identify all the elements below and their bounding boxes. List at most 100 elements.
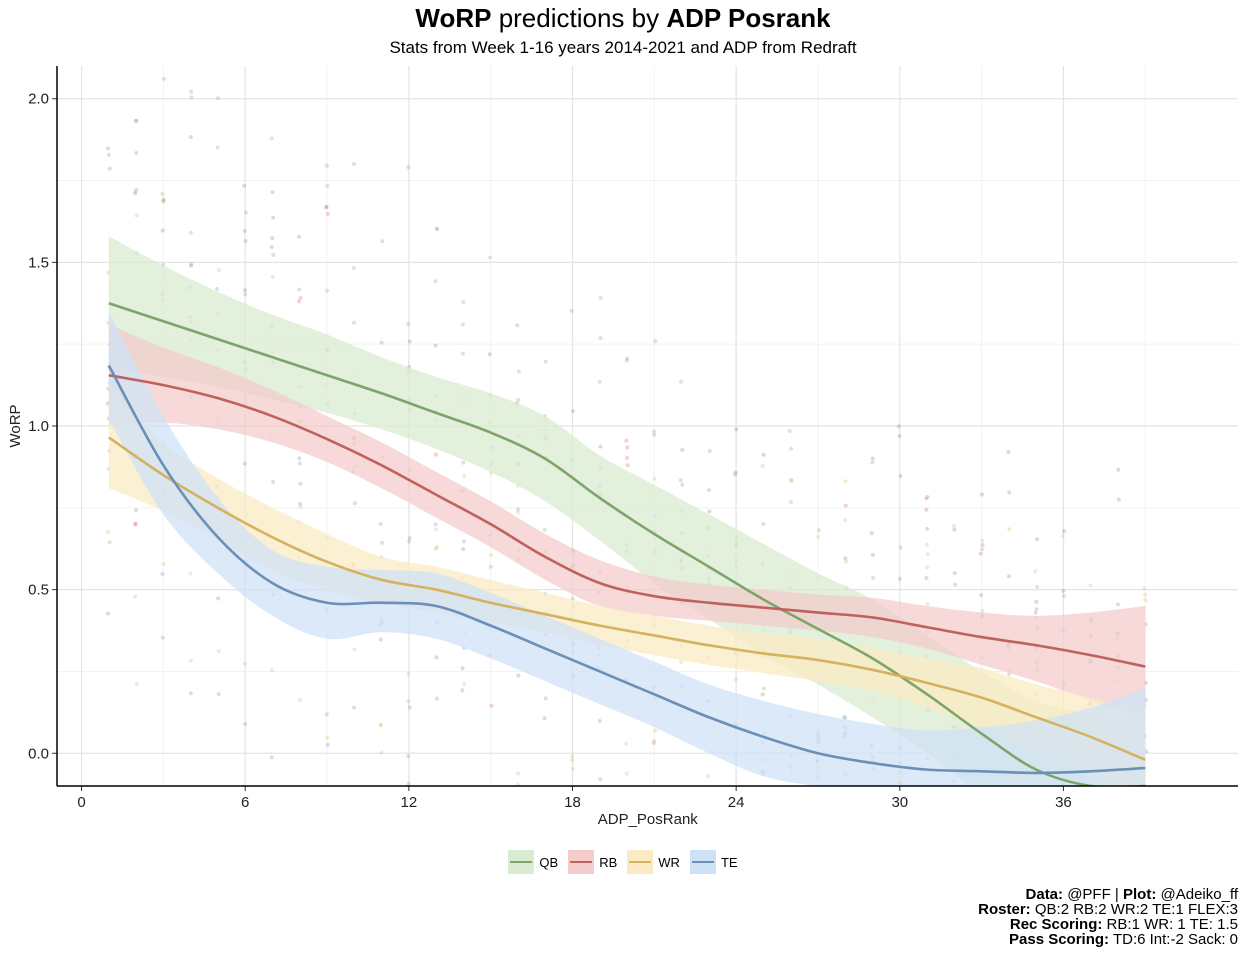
scatter-point-rb (297, 299, 302, 304)
scatter-point-rb (242, 183, 247, 188)
scatter-point-qb (598, 295, 603, 300)
scatter-point-qb (106, 152, 111, 157)
legend-label-te: TE (720, 854, 738, 870)
legend-key-line (691, 861, 714, 863)
scatter-point-te (707, 794, 711, 798)
scatter-point-qb (516, 369, 521, 374)
scatter-point-rb (707, 509, 712, 514)
scatter-point-rb (625, 445, 630, 450)
caption-line-pass: Pass Scoring: TD:6 Int:-2 Sack: 0 (978, 932, 1238, 947)
scatter-point-qb (271, 252, 276, 257)
scatter-point-wr (161, 562, 166, 567)
chart-svg: 0 6 12 18 24 30 36 0.0 0.5 1.0 1.5 2.0 ADP_PosRank Wo… (7, 66, 1238, 840)
scatter-point-te (160, 571, 165, 576)
scatter-point-wr (134, 681, 139, 686)
scatter-point-qb (324, 163, 329, 168)
scatter-point-te (897, 576, 902, 581)
scatter-point-wr (378, 722, 383, 727)
scatter-point-rb (680, 447, 685, 452)
scatter-point-rb (324, 204, 329, 209)
scatter-point-qb (625, 356, 630, 361)
legend-key-wr (627, 850, 654, 874)
scatter-point-te (897, 788, 901, 792)
scatter-point-qb (542, 527, 547, 532)
scatter-point-wr (816, 535, 821, 540)
y-tick-label: 1.5 (28, 254, 49, 271)
scatter-point-te (1116, 813, 1120, 817)
scatter-point-qb (134, 187, 139, 192)
scatter-point-wr (1007, 527, 1012, 532)
scatter-point-rb (433, 452, 438, 457)
legend-item-rb: RB (568, 850, 617, 874)
scatter-point-qb (733, 470, 738, 475)
scatter-point-wr (570, 754, 575, 759)
scatter-point-qb (598, 336, 603, 341)
scatter-point-qb (924, 496, 929, 501)
scatter-point-wr (871, 825, 875, 829)
scatter-point-wr (789, 478, 794, 483)
scatter-point-rb (434, 655, 439, 660)
scatter-point-rb (870, 552, 875, 557)
scatter-point-rb (1062, 529, 1067, 534)
scatter-point-qb (624, 358, 629, 363)
scatter-point-qb (597, 379, 602, 384)
scatter-point-rb (160, 228, 165, 233)
scatter-point-qb (1062, 593, 1067, 598)
scatter-point-wr (433, 546, 438, 551)
scatter-point-qb (243, 210, 248, 215)
scatter-point-te (406, 781, 411, 786)
caption: Data: @PFF | Plot: @Adeiko_ff Roster: QB… (978, 887, 1238, 947)
confidence-bands (108, 236, 1146, 786)
scatter-point-rb (953, 582, 958, 587)
scatter-point-te (598, 777, 603, 782)
scatter-point-wr (1116, 804, 1120, 808)
scatter-point-te (1034, 607, 1039, 612)
caption-rec-label: Rec Scoring: (1009, 916, 1103, 933)
scatter-point-rb (298, 295, 303, 300)
line-qb (108, 302, 1146, 786)
scatter-point-wr (952, 839, 956, 840)
scatter-point-qb (352, 161, 357, 166)
scatter-point-wr (516, 510, 521, 515)
y-tick-label: 1.0 (28, 418, 49, 435)
scatter-point-qb (980, 547, 985, 552)
legend-label-wr: WR (658, 854, 680, 870)
scatter-point-wr (462, 474, 467, 479)
scatter-point-wr (433, 527, 438, 532)
scatter-point-te (380, 799, 384, 803)
scatter-point-wr (980, 608, 985, 613)
scatter-point-qb (189, 89, 194, 94)
scatter-point-te (297, 456, 302, 461)
scatter-point-te (352, 501, 357, 506)
scatter-point-qb (1007, 786, 1011, 790)
legend-key-line (629, 861, 652, 863)
scatter-point-wr (462, 681, 467, 686)
scatter-point-rb (925, 495, 930, 500)
scatter-point-qb (653, 339, 658, 344)
scatter-point-qb (380, 540, 385, 545)
scatter-point-qb (761, 522, 766, 527)
scatter-point-te (133, 190, 138, 195)
scatter-point-rb (1143, 786, 1147, 790)
scatter-point-te (461, 460, 466, 465)
scatter-point-rb (489, 703, 494, 708)
scatter-point-rb (1088, 789, 1092, 793)
scatter-point-rb (843, 503, 848, 508)
scatter-point-wr (678, 659, 683, 664)
band-rb (108, 324, 1146, 721)
scatter-point-wr (652, 476, 657, 481)
scatter-point-qb (543, 359, 548, 364)
scatter-point-te (460, 688, 465, 693)
scatter-point-rb (243, 288, 248, 293)
scatter-point-te (489, 806, 493, 810)
scatter-point-wr (434, 544, 439, 549)
scatter-point-qb (216, 96, 221, 101)
y-axis-label: WoRP (7, 404, 24, 447)
scatter-point-te (1115, 602, 1120, 607)
scatter-point-qb (351, 320, 356, 325)
scatter-point-qb (871, 575, 876, 580)
scatter-point-rb (734, 427, 739, 432)
scatter-point-qb (870, 796, 874, 800)
caption-line-roster: Roster: QB:2 RB:2 WR:2 TE:1 FLEX:3 (978, 902, 1238, 917)
scatter-point-wr (952, 821, 956, 825)
